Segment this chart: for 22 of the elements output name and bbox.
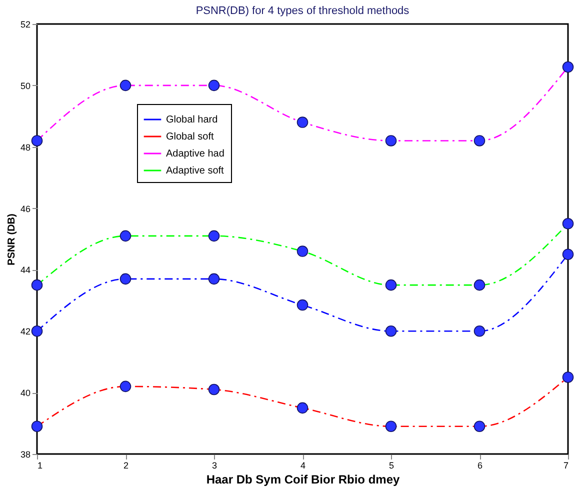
y-tick-label: 50 [20,80,30,91]
x-axis-title: Haar Db Sym Coif Bior Rbio dmey [206,472,400,486]
x-tick-label: 2 [123,460,129,470]
x-tick-label: 5 [388,460,394,470]
y-tick-label: 40 [20,388,30,398]
legend-label: Adaptive had [166,148,224,160]
y-tick-label: 44 [20,265,30,276]
x-tick-label: 1 [38,460,43,470]
y-tick-label: 38 [20,450,30,460]
x-tick-label: 7 [563,460,568,470]
y-tick-label: 42 [20,326,30,337]
y-tick-label: 52 [20,20,30,30]
y-tick-label: 46 [20,204,30,214]
legend-label: Global hard [166,114,218,126]
x-tick-label: 3 [212,460,218,470]
x-tick-label: 6 [477,460,483,470]
x-tick-label: 4 [300,460,306,470]
legend-label: Global soft [166,132,214,142]
y-axis-title: PSNR (DB) [6,214,18,266]
y-tick-label: 48 [20,142,30,152]
legend-label: Adaptive soft [166,166,224,176]
chart-title: PSNR(DB) for 4 types of threshold methods [196,5,410,17]
